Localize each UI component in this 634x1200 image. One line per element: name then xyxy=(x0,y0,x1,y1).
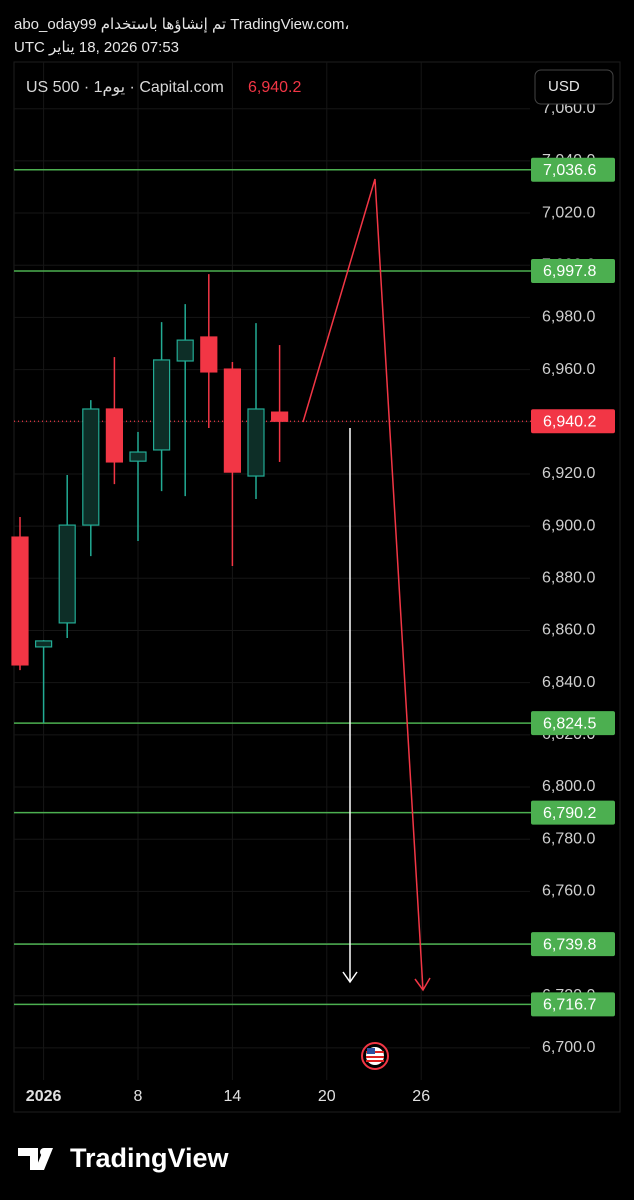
header-line: abo_oday99 تم إنشاؤها باستخدام TradingVi… xyxy=(14,16,349,33)
drawings xyxy=(302,178,431,992)
flag-stripe xyxy=(366,1056,384,1058)
candle-body xyxy=(247,408,265,477)
x-tick-label: 20 xyxy=(318,1088,336,1105)
y-tick-label: 6,840.0 xyxy=(542,674,595,691)
candle-body xyxy=(105,408,124,463)
level-label: 6,716.7 xyxy=(543,997,596,1014)
level-label: 6,824.5 xyxy=(543,715,596,732)
y-tick-label: 6,800.0 xyxy=(542,778,595,795)
x-tick-label: 2026 xyxy=(26,1088,62,1105)
candle-body xyxy=(11,536,29,666)
candle-body xyxy=(271,411,289,422)
candle-body xyxy=(34,640,53,648)
candle-body xyxy=(153,359,171,451)
y-tick-label: 6,860.0 xyxy=(542,622,595,639)
y-tick-label: 6,960.0 xyxy=(542,361,595,378)
last-price-label: 6,940.2 xyxy=(543,413,596,430)
candle-body xyxy=(200,336,218,373)
y-tick-label: 7,020.0 xyxy=(542,204,595,221)
candle-body xyxy=(223,368,241,473)
level-label-bg xyxy=(531,992,615,1017)
level-label-bg xyxy=(531,800,615,825)
footer-brand: TradingView xyxy=(70,1143,230,1173)
event-flag xyxy=(361,1042,389,1070)
red-arrowhead xyxy=(414,977,431,992)
candle-body xyxy=(58,524,76,624)
y-tick-label: 6,920.0 xyxy=(542,465,595,482)
y-tick-label: 6,700.0 xyxy=(542,1039,595,1056)
y-tick-label: 6,880.0 xyxy=(542,570,595,587)
red-drawing xyxy=(302,178,424,991)
x-tick-label: 8 xyxy=(134,1088,143,1105)
level-label-bg xyxy=(531,711,615,736)
y-tick-label: 6,760.0 xyxy=(542,883,595,900)
candle-body xyxy=(176,339,194,362)
footer-logo xyxy=(18,1148,53,1170)
legend-title: US 500 · 1يوم · Capital.com xyxy=(26,79,224,97)
x-tick-label: 26 xyxy=(412,1088,430,1105)
level-label-bg xyxy=(531,932,615,957)
level-label: 7,036.6 xyxy=(543,162,596,179)
flag-canton xyxy=(367,1048,375,1054)
logo-dot xyxy=(40,1148,48,1156)
currency-button[interactable] xyxy=(534,69,614,105)
header-line: 07:53 2026 ,18 يناير UTC xyxy=(14,39,179,56)
white-arrowhead xyxy=(342,971,358,984)
candle-body xyxy=(82,408,100,526)
y-tick-label: 6,900.0 xyxy=(542,517,595,534)
level-label: 6,997.8 xyxy=(543,263,596,280)
level-label-bg xyxy=(531,157,615,182)
legend-price: 6,940.2 xyxy=(248,79,301,96)
x-tick-label: 14 xyxy=(224,1088,242,1105)
y-tick-label: 6,980.0 xyxy=(542,309,595,326)
candle-body xyxy=(129,451,147,462)
level-label-bg xyxy=(531,258,615,283)
flag-stripe xyxy=(366,1060,384,1062)
currency-label: USD xyxy=(548,78,580,95)
level-label: 6,790.2 xyxy=(543,805,596,822)
chart-panel xyxy=(13,61,621,1113)
last-price-label-bg xyxy=(531,409,615,434)
y-tick-label: 6,780.0 xyxy=(542,830,595,847)
plot: 6,700.06,720.06,740.06,760.06,780.06,800… xyxy=(11,62,615,1105)
level-label: 6,739.8 xyxy=(543,936,596,953)
